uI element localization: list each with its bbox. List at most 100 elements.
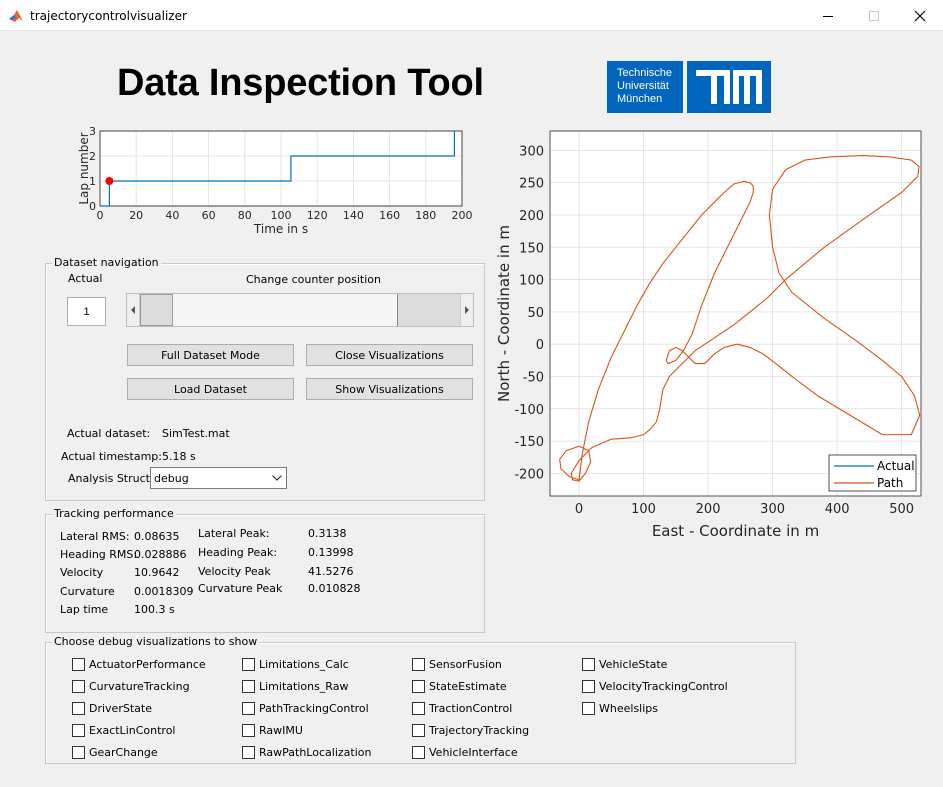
metric-value: 0.0018309: [134, 585, 194, 598]
metric-value: 10.9642: [134, 566, 180, 579]
debug-option-limitations-raw[interactable]: Limitations_Raw: [242, 680, 348, 693]
debug-option-trajectorytracking[interactable]: TrajectoryTracking: [412, 724, 529, 737]
slider-right-arrow[interactable]: [460, 294, 473, 326]
slider-left-arrow[interactable]: [127, 294, 140, 326]
y-tick-label: -50: [523, 370, 544, 385]
debug-option-sensorfusion[interactable]: SensorFusion: [412, 658, 502, 671]
checkbox[interactable]: [242, 746, 255, 759]
debug-option-pathtrackingcontrol[interactable]: PathTrackingControl: [242, 702, 369, 715]
checkbox-label: ActuatorPerformance: [89, 658, 206, 671]
x-tick-label: 80: [238, 209, 252, 222]
y-tick-label: 150: [519, 241, 544, 256]
panel-title: Choose debug visualizations to show: [52, 635, 260, 648]
y-tick-label: 300: [519, 144, 544, 159]
debug-option-stateestimate[interactable]: StateEstimate: [412, 680, 507, 693]
dataset-navigation-panel: Dataset navigation: [45, 256, 485, 501]
debug-option-driverstate[interactable]: DriverState: [72, 702, 152, 715]
analysis-struct-select[interactable]: debug: [150, 467, 287, 489]
checkbox[interactable]: [412, 680, 425, 693]
minimize-button[interactable]: [805, 0, 851, 31]
checkbox-label: VehicleState: [599, 658, 668, 671]
metric-label: Velocity: [60, 566, 104, 579]
metric-value: 0.3138: [308, 527, 347, 540]
debug-option-limitations-calc[interactable]: Limitations_Calc: [242, 658, 349, 671]
metric-label: Heading Peak:: [198, 546, 278, 559]
debug-option-tractioncontrol[interactable]: TractionControl: [412, 702, 512, 715]
close-button[interactable]: [897, 0, 943, 31]
checkbox[interactable]: [72, 702, 85, 715]
checkbox[interactable]: [412, 746, 425, 759]
full-dataset-mode-button[interactable]: Full Dataset Mode: [127, 344, 294, 366]
tum-mark-logo: [687, 61, 771, 113]
actual-counter-value: 1: [83, 305, 90, 318]
checkbox-label: SensorFusion: [429, 658, 502, 671]
tum-mark-icon: [696, 70, 762, 104]
x-tick-label: 160: [379, 209, 400, 222]
logo-line: Universität: [617, 80, 669, 92]
metric-label: Lateral Peak:: [198, 527, 270, 540]
page-title: Data Inspection Tool: [117, 62, 484, 104]
checkbox[interactable]: [412, 658, 425, 671]
checkbox[interactable]: [72, 680, 85, 693]
checkbox[interactable]: [72, 658, 85, 671]
slider-thumb[interactable]: [140, 294, 173, 326]
debug-option-wheelslips[interactable]: Wheelslips: [582, 702, 658, 715]
actual-dataset-label: Actual dataset:: [67, 427, 151, 440]
checkbox[interactable]: [242, 658, 255, 671]
metric-value: 0.13998: [308, 546, 354, 559]
x-tick-label: 500: [889, 502, 914, 517]
y-tick-label: 2: [89, 150, 96, 163]
y-tick-label: 100: [519, 274, 544, 289]
debug-option-rawpathlocalization[interactable]: RawPathLocalization: [242, 746, 371, 759]
minimize-icon: [823, 15, 833, 17]
debug-option-vehicleinterface[interactable]: VehicleInterface: [412, 746, 518, 759]
debug-option-rawimu[interactable]: RawIMU: [242, 724, 303, 737]
metric-value: 0.08635: [134, 530, 180, 543]
debug-option-vehiclestate[interactable]: VehicleState: [582, 658, 667, 671]
y-tick-label: -100: [514, 403, 544, 418]
checkbox[interactable]: [72, 724, 85, 737]
legend-label: Path: [877, 476, 903, 490]
panel-title: Dataset navigation: [52, 256, 161, 269]
checkbox-label: TrajectoryTracking: [429, 724, 530, 737]
checkbox[interactable]: [582, 658, 595, 671]
close-visualizations-button[interactable]: Close Visualizations: [306, 344, 473, 366]
checkbox[interactable]: [72, 746, 85, 759]
path-series-line: [559, 154, 921, 482]
debug-option-curvaturetracking[interactable]: CurvatureTracking: [72, 680, 190, 693]
checkbox-label: RawPathLocalization: [259, 746, 372, 759]
debug-option-exactlincontrol[interactable]: ExactLinControl: [72, 724, 175, 737]
checkbox[interactable]: [412, 702, 425, 715]
load-dataset-button[interactable]: Load Dataset: [127, 378, 294, 400]
tracking-performance-panel: Tracking performance: [45, 507, 485, 633]
plot-border: [99, 130, 463, 207]
maximize-button[interactable]: [851, 0, 897, 31]
checkbox[interactable]: [412, 724, 425, 737]
x-tick-label: 140: [343, 209, 364, 222]
debug-option-velocitytrackingcontrol[interactable]: VelocityTrackingControl: [582, 680, 728, 693]
checkbox[interactable]: [582, 702, 595, 715]
plot-area: [550, 131, 921, 496]
debug-option-gearchange[interactable]: GearChange: [72, 746, 158, 759]
actual-counter-field[interactable]: 1: [67, 297, 106, 326]
checkbox-label: Limitations_Raw: [259, 680, 349, 693]
metric-label: Curvature Peak: [198, 582, 283, 595]
checkbox[interactable]: [242, 724, 255, 737]
checkbox[interactable]: [242, 702, 255, 715]
x-tick-label: 120: [307, 209, 328, 222]
x-tick-label: 0: [97, 209, 104, 222]
checkbox-label: PathTrackingControl: [259, 702, 369, 715]
checkbox[interactable]: [242, 680, 255, 693]
show-visualizations-button[interactable]: Show Visualizations: [306, 378, 473, 400]
panel-title: Tracking performance: [52, 507, 176, 520]
x-tick-label: 200: [696, 502, 721, 517]
checkbox-label: VelocityTrackingControl: [599, 680, 728, 693]
debug-option-actuatorperformance[interactable]: ActuatorPerformance: [72, 658, 206, 671]
y-tick-label: 200: [519, 209, 544, 224]
analysis-struct-value: debug: [154, 472, 189, 485]
tum-text-logo: Technische Universität München: [607, 61, 683, 113]
chevron-down-icon: [272, 475, 282, 481]
counter-slider[interactable]: [126, 293, 474, 327]
x-tick-label: 100: [271, 209, 292, 222]
checkbox[interactable]: [582, 680, 595, 693]
